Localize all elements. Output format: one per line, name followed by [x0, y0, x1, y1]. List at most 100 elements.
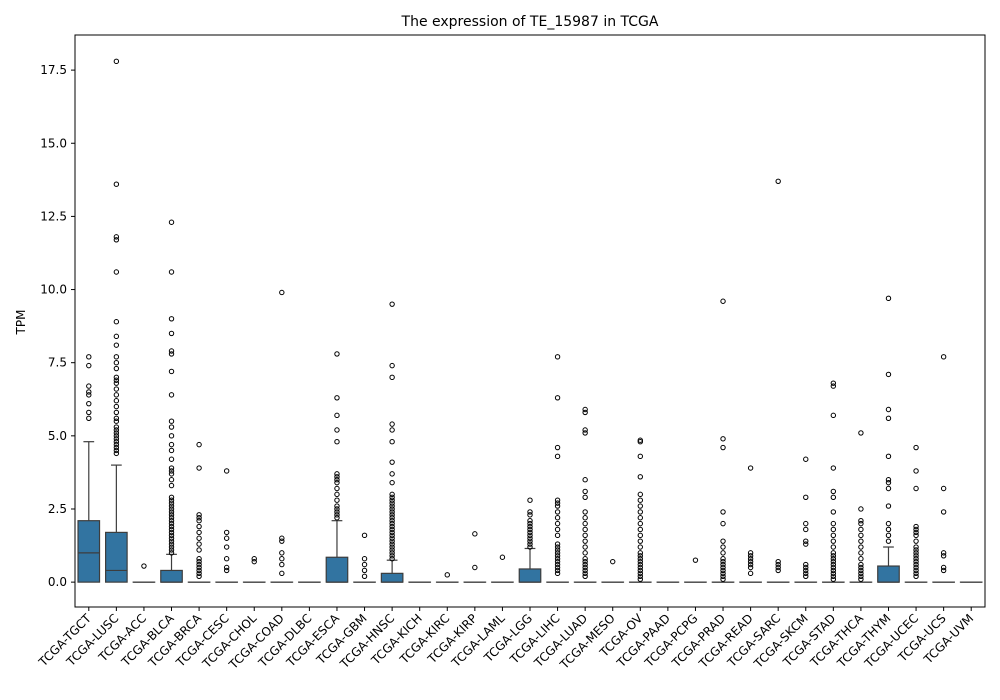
outlier-point: [830, 465, 837, 471]
box-group-tcga-cesc: [215, 468, 239, 583]
outlier-point: [168, 494, 175, 500]
outlier-point: [637, 474, 644, 480]
outlier-point: [554, 567, 561, 574]
outlier-point: [720, 573, 726, 579]
outlier-point: [361, 561, 368, 568]
outlier-point: [113, 365, 120, 372]
outlier-point: [168, 441, 175, 448]
outlier-point: [885, 406, 892, 413]
outlier-point: [168, 477, 175, 483]
box-group-tcga-hnsc: [380, 301, 404, 583]
outlier-point: [858, 567, 864, 574]
outlier-point: [168, 497, 175, 503]
outlier-point: [86, 354, 92, 360]
box-group-tcga-tgct: [77, 354, 101, 583]
outlier-point: [582, 556, 588, 562]
outlier-point: [830, 564, 837, 571]
outlier-point: [858, 506, 864, 512]
outlier-point: [196, 535, 202, 541]
outlier-point: [637, 526, 644, 533]
outlier-point: [858, 556, 864, 562]
outlier-point: [720, 570, 726, 577]
outlier-point: [885, 477, 892, 483]
outlier-point: [168, 512, 175, 518]
outlier-point: [913, 529, 919, 536]
outlier-point: [113, 58, 120, 65]
outlier-point: [913, 485, 919, 492]
outlier-point: [637, 520, 644, 527]
outlier-point: [196, 567, 202, 574]
outlier-point: [913, 544, 919, 550]
outlier-point: [196, 573, 202, 579]
outlier-point: [527, 520, 533, 527]
outlier-point: [389, 547, 395, 553]
outlier-point: [334, 491, 340, 498]
outlier-point: [196, 523, 202, 530]
outlier-point: [637, 573, 644, 579]
outlier-point: [554, 550, 561, 556]
outlier-point: [113, 392, 120, 398]
outlier-point: [637, 564, 644, 571]
outlier-point: [334, 412, 340, 419]
outlier-point: [334, 474, 340, 480]
outlier-point: [527, 497, 533, 503]
outlier-point: [389, 497, 395, 503]
outlier-point: [334, 477, 340, 483]
outlier-point: [885, 538, 892, 544]
box-group-tcga-thca: [849, 430, 873, 583]
outlier-point: [86, 392, 92, 398]
outlier-point: [389, 362, 395, 369]
outlier-point: [113, 342, 120, 348]
box-group-tcga-chol: [242, 556, 266, 583]
outlier-point: [830, 576, 837, 582]
outlier-point: [720, 538, 726, 544]
outlier-point: [527, 526, 533, 533]
outlier-point: [113, 269, 120, 275]
outlier-point: [830, 558, 837, 565]
outlier-point: [223, 468, 230, 474]
outlier-point: [803, 494, 809, 500]
outlier-point: [554, 561, 561, 568]
outlier-point: [223, 544, 230, 550]
outlier-point: [554, 570, 561, 577]
outlier-point: [113, 427, 120, 433]
outlier-point: [168, 418, 175, 424]
outlier-point: [168, 316, 175, 322]
outlier-point: [389, 506, 395, 512]
outlier-point: [747, 556, 754, 562]
outlier-point: [913, 538, 919, 544]
outlier-point: [168, 330, 175, 337]
outlier-point: [830, 561, 837, 568]
outlier-point: [168, 433, 175, 439]
outlier-point: [803, 573, 809, 579]
outlier-point: [113, 444, 120, 451]
outlier-point: [279, 561, 285, 568]
outlier-point: [582, 564, 588, 571]
outlier-point: [720, 550, 726, 556]
outlier-point: [830, 573, 837, 579]
outlier-point: [858, 532, 864, 539]
outlier-point: [720, 561, 726, 568]
outlier-point: [885, 503, 892, 509]
y-tick-label: 5.0: [48, 429, 67, 443]
outlier-point: [803, 561, 809, 568]
outlier-point: [168, 351, 175, 357]
outlier-point: [720, 444, 726, 451]
outlier-point: [720, 556, 726, 562]
outlier-point: [389, 421, 395, 427]
outlier-point: [720, 567, 726, 574]
outlier-point: [168, 482, 175, 489]
outlier-point: [444, 572, 450, 578]
outlier-point: [720, 520, 726, 527]
outlier-point: [168, 541, 175, 547]
box: [160, 569, 183, 583]
outlier-point: [582, 427, 588, 433]
outlier-point: [361, 532, 368, 539]
outlier-point: [527, 535, 533, 541]
outlier-point: [554, 547, 561, 553]
outlier-point: [913, 526, 919, 533]
outlier-point: [113, 237, 120, 243]
outlier-point: [775, 567, 781, 574]
outlier-point: [389, 556, 395, 562]
outlier-point: [582, 409, 588, 416]
